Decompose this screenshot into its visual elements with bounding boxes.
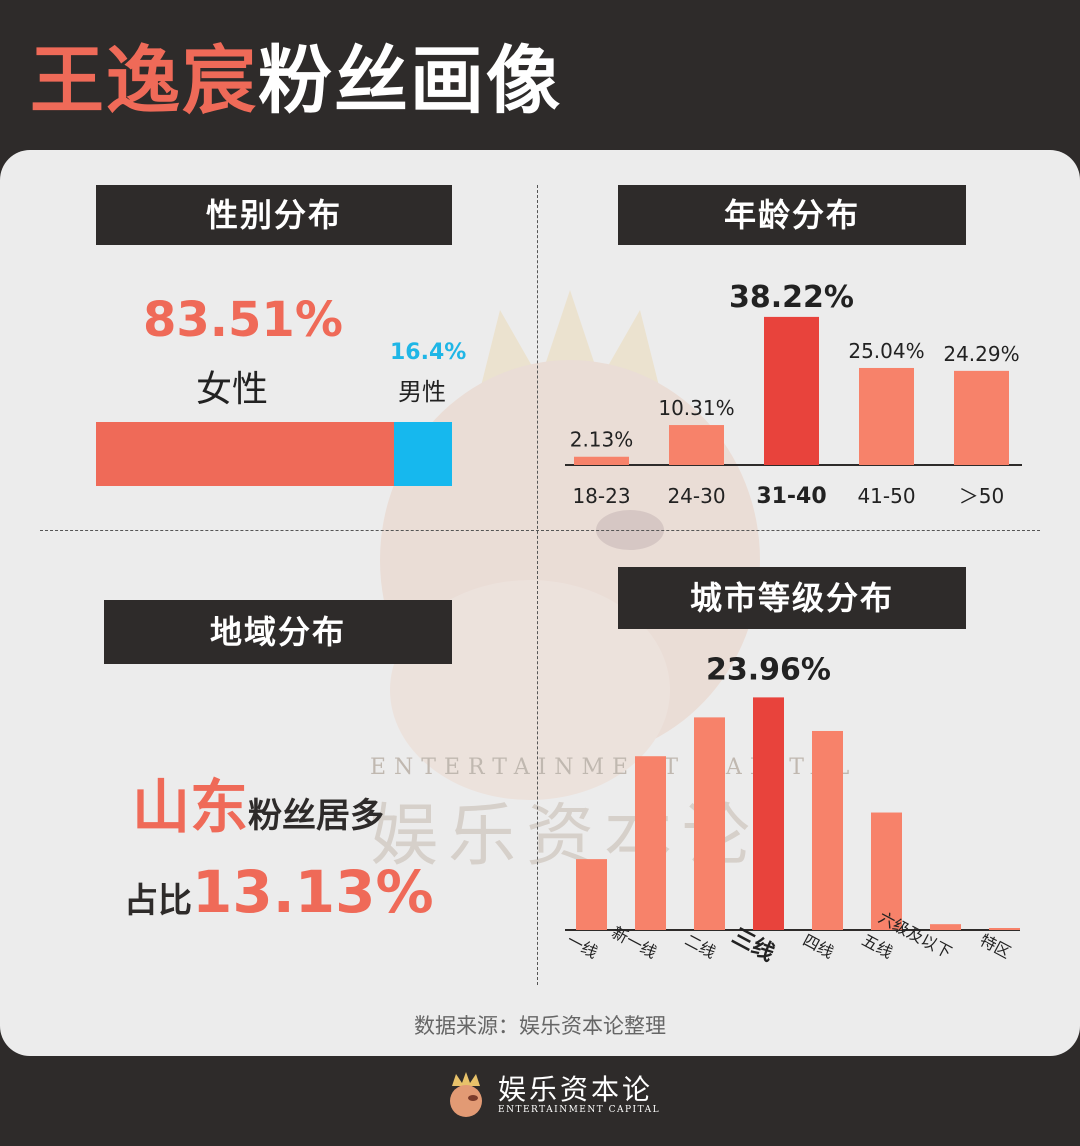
city-bar-三线 bbox=[753, 697, 784, 930]
city-tick-label: 五线 bbox=[859, 930, 896, 962]
province-name: 山东 bbox=[132, 773, 249, 841]
city-bar-四线 bbox=[812, 730, 843, 930]
age-tick-label: 18-23 bbox=[572, 484, 630, 508]
city-tick-label: 特区 bbox=[977, 930, 1014, 962]
page-title: 王逸宸粉丝画像 bbox=[30, 26, 562, 136]
female-bar-segment bbox=[96, 422, 394, 486]
page-title-name: 王逸宸 bbox=[30, 38, 258, 124]
share-value: 13.13% bbox=[192, 858, 434, 926]
share-prefix: 占比 bbox=[124, 881, 192, 921]
city-tier-heading: 城市等级分布 bbox=[618, 567, 966, 629]
age-value-label: 38.22% bbox=[729, 280, 854, 315]
age-tick-label: 24-30 bbox=[667, 484, 725, 508]
male-percentage: 16.4% bbox=[390, 340, 467, 365]
age-bar-24-30 bbox=[669, 425, 724, 465]
age-value-label: 2.13% bbox=[570, 428, 634, 452]
gender-heading: 性别分布 bbox=[96, 185, 452, 245]
age-tick-label: ＞50 bbox=[959, 484, 1004, 508]
quadrant-divider-vertical bbox=[537, 185, 538, 985]
province-suffix: 粉丝居多 bbox=[248, 796, 385, 836]
age-bar-41-50 bbox=[859, 367, 914, 465]
female-percentage: 83.51% bbox=[143, 292, 343, 348]
male-bar-segment bbox=[393, 422, 452, 486]
footer-logo-cn: 娱乐资本论 bbox=[498, 1073, 654, 1106]
age-value-label: 24.29% bbox=[943, 342, 1019, 366]
city-bar-特区 bbox=[989, 928, 1020, 930]
age-bar-31-40 bbox=[764, 316, 819, 465]
age-tick-label: 41-50 bbox=[857, 484, 915, 508]
footer-logo: 娱乐资本论 ENTERTAINMENT CAPITAL bbox=[440, 1070, 660, 1120]
age-value-label: 25.04% bbox=[848, 339, 924, 363]
page-title-suffix: 粉丝画像 bbox=[258, 38, 562, 124]
region-heading: 地域分布 bbox=[104, 600, 452, 664]
gender-ratio-bar bbox=[96, 422, 452, 486]
age-heading: 年龄分布 bbox=[618, 185, 966, 245]
city-tick-label: 四线 bbox=[800, 930, 837, 962]
age-bar-＞50 bbox=[954, 370, 1009, 465]
age-distribution-chart: 2.13% 18-23 10.31% 24-30 38.22% 31-40 25.04% 41… bbox=[565, 280, 1022, 509]
female-label: 女性 bbox=[196, 369, 269, 410]
city-tick-label: 一线 bbox=[564, 930, 601, 962]
age-value-label: 10.31% bbox=[658, 396, 734, 420]
footer-logo-en: ENTERTAINMENT CAPITAL bbox=[498, 1105, 661, 1115]
quadrant-divider-horizontal bbox=[40, 530, 1040, 531]
city-bar-五线 bbox=[871, 812, 902, 930]
city-bar-新一线 bbox=[635, 756, 666, 930]
region-top-province: 山东粉丝居多 bbox=[132, 760, 384, 844]
city-bar-六级及以下 bbox=[930, 924, 961, 930]
age-bar-18-23 bbox=[574, 456, 629, 465]
watermark-text-cn: 娱乐资本论 bbox=[370, 797, 761, 876]
data-source-note: 数据来源：娱乐资本论整理 bbox=[414, 1014, 666, 1038]
city-bar-一线 bbox=[576, 859, 607, 930]
city-value-label: 23.96% bbox=[706, 652, 831, 687]
region-share: 占比13.13% bbox=[124, 858, 434, 926]
male-label: 男性 bbox=[398, 378, 446, 406]
watermark-mascot-icon bbox=[380, 290, 760, 800]
city-tick-label: 二线 bbox=[682, 930, 719, 962]
city-bar-二线 bbox=[694, 717, 725, 930]
mascot-logo-icon bbox=[450, 1072, 482, 1117]
age-tick-label: 31-40 bbox=[756, 484, 826, 509]
